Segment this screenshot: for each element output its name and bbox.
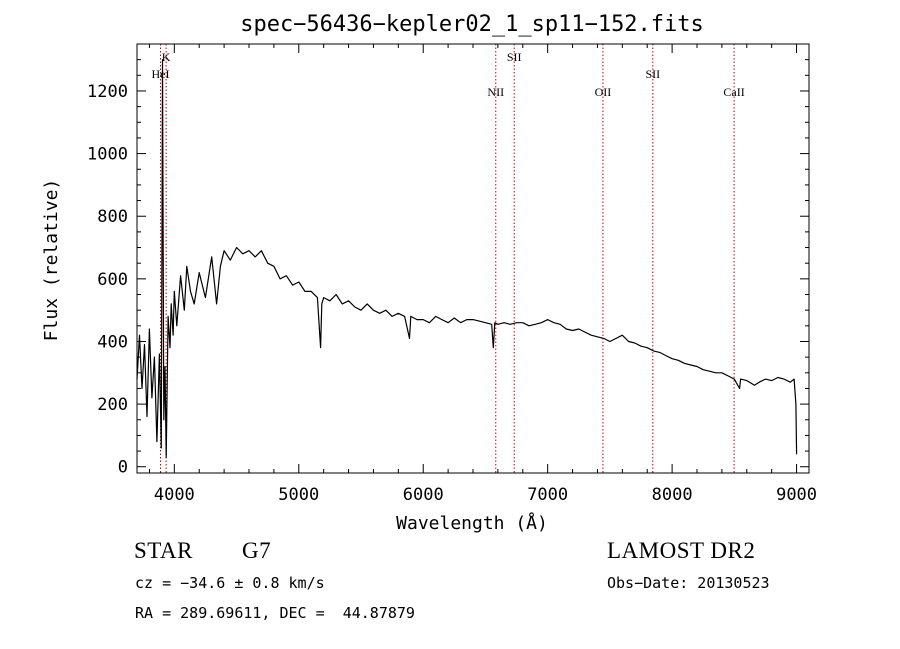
axis-ticks: 4000 5000 6000 7000 8000 9000 0 200 400 600 800 100… [87,43,817,505]
x-axis-label: Wavelength (Å) [396,512,548,534]
line-label-0: K [162,50,171,64]
x-tick-label: 8000 [652,485,693,505]
line-label-3: NII [487,85,504,99]
y-tick-label: 400 [97,332,128,352]
spectrum-line-0 [136,59,798,458]
line-label-6: CaII [723,85,744,99]
line-label-5: SII [645,67,660,81]
y-tick-label: 200 [97,395,128,415]
coordinates: RA = 289.69611, DEC = 44.87879 [135,604,415,622]
y-tick-label: 800 [97,207,128,227]
plot-frame [136,43,810,474]
object-class: STAR [134,538,193,563]
x-tick-label: 7000 [527,485,568,505]
chart-title: spec−56436−kepler02_1_sp11−152.fits [240,12,704,37]
object-subclass: G7 [242,538,272,563]
y-axis-label: Flux (relative) [41,179,62,342]
x-tick-label: 9000 [776,485,817,505]
y-tick-label: 1200 [87,82,128,102]
y-tick-label: 600 [97,270,128,290]
observation-date: Obs−Date: 20130523 [607,574,770,592]
y-tick-label: 1000 [87,145,128,165]
x-tick-label: 6000 [403,485,444,505]
x-tick-label: 4000 [154,485,195,505]
line-label-4: OII [595,85,612,99]
line-label-2: SII [507,50,522,64]
emission-line-markers: K HeI SII NII OII SII CaII [152,44,745,473]
survey-label: LAMOST DR2 [607,538,756,563]
line-label-1: HeI [152,67,170,81]
x-tick-label: 5000 [278,485,319,505]
y-tick-label: 0 [118,458,128,478]
spectrum-series [136,59,798,458]
redshift-cz: cz = −34.6 ± 0.8 km/s [135,574,325,592]
